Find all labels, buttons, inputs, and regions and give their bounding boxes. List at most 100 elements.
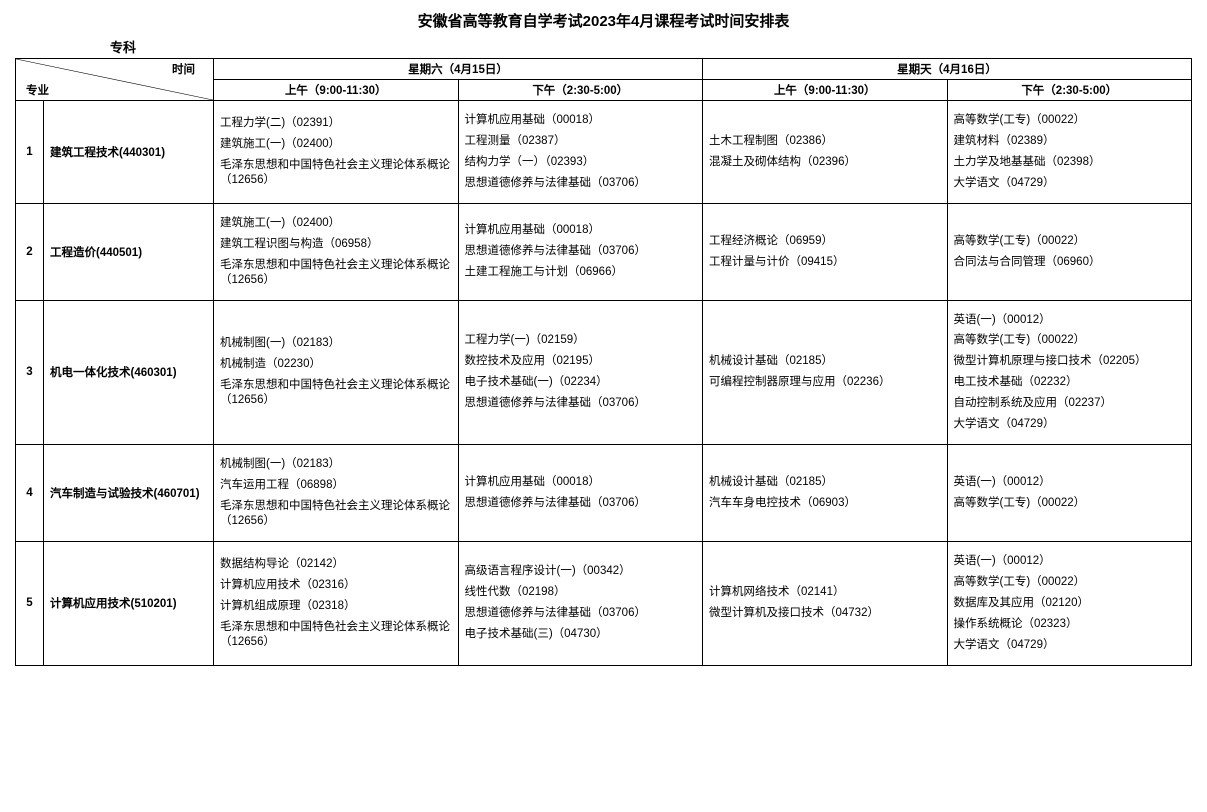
cell-d1-pm: 工程力学(一)（02159） 数控技术及应用（02195） 电子技术基础(一)（02… (458, 300, 703, 445)
course-line: 工程力学(二)（02391） (220, 116, 452, 131)
cell-d1-am: 数据结构导论（02142） 计算机应用技术（02316） 计算机组成原理（02318… (214, 541, 459, 665)
course-line: 操作系统概论（02323） (954, 617, 1186, 632)
course-line: 工程力学(一)（02159） (465, 333, 697, 348)
course-line: 自动控制系统及应用（02237） (954, 396, 1186, 411)
course-line: 高等数学(工专)（00022） (954, 496, 1186, 511)
course-line: 大学语文（04729） (954, 417, 1186, 432)
course-line: 英语(一)（00012） (954, 475, 1186, 490)
major-name: 机电一体化技术(460301) (44, 300, 214, 445)
course-line: 机械设计基础（02185） (709, 354, 941, 369)
diag-left-label: 专业 (26, 82, 49, 98)
course-line: 计算机应用技术（02316） (220, 578, 452, 593)
subtitle: 专科 (110, 37, 1192, 56)
course-line: 毛泽东思想和中国特色社会主义理论体系概论（12656） (220, 158, 452, 188)
course-line: 思想道德修养与法律基础（03706） (465, 396, 697, 411)
course-line: 计算机网络技术（02141） (709, 585, 941, 600)
schedule-table: 专业 时间 星期六（4月15日） 星期天（4月16日） 上午（9:00-11:3… (15, 58, 1192, 666)
course-line: 合同法与合同管理（06960） (954, 255, 1186, 270)
course-line: 大学语文（04729） (954, 638, 1186, 653)
course-line: 高等数学(工专)（00022） (954, 234, 1186, 249)
course-line: 计算机组成原理（02318） (220, 599, 452, 614)
course-line: 土木工程制图（02386） (709, 134, 941, 149)
row-index: 4 (16, 445, 44, 542)
course-line: 毛泽东思想和中国特色社会主义理论体系概论（12656） (220, 258, 452, 288)
cell-d2-pm: 英语(一)（00012） 高等数学(工专)（00022） 微型计算机原理与接口技术（… (947, 300, 1192, 445)
header-d2-am: 上午（9:00-11:30） (703, 80, 948, 101)
row-index: 5 (16, 541, 44, 665)
cell-d2-pm: 高等数学(工专)（00022） 合同法与合同管理（06960） (947, 203, 1192, 300)
page-title: 安徽省高等教育自学考试2023年4月课程考试时间安排表 (15, 10, 1192, 31)
course-line: 建筑施工(一)（02400） (220, 137, 452, 152)
course-line: 微型计算机及接口技术（04732） (709, 606, 941, 621)
cell-d2-am: 机械设计基础（02185） 汽车车身电控技术（06903） (703, 445, 948, 542)
major-name: 汽车制造与试验技术(460701) (44, 445, 214, 542)
course-line: 英语(一)（00012） (954, 554, 1186, 569)
course-line: 工程经济概论（06959） (709, 234, 941, 249)
course-line: 数控技术及应用（02195） (465, 354, 697, 369)
course-line: 毛泽东思想和中国特色社会主义理论体系概论（12656） (220, 378, 452, 408)
diag-right-label: 时间 (172, 61, 195, 77)
course-line: 机械制图(一)（02183） (220, 457, 452, 472)
course-line: 微型计算机原理与接口技术（02205） (954, 354, 1186, 369)
row-index: 2 (16, 203, 44, 300)
cell-d1-am: 工程力学(二)（02391） 建筑施工(一)（02400） 毛泽东思想和中国特色社会… (214, 101, 459, 204)
table-row: 4汽车制造与试验技术(460701) 机械制图(一)（02183） 汽车运用工程（0… (16, 445, 1192, 542)
course-line: 数据结构导论（02142） (220, 557, 452, 572)
course-line: 混凝土及砌体结构（02396） (709, 155, 941, 170)
course-line: 思想道德修养与法律基础（03706） (465, 176, 697, 191)
cell-d2-am: 机械设计基础（02185） 可编程控制器原理与应用（02236） (703, 300, 948, 445)
cell-d2-am: 土木工程制图（02386） 混凝土及砌体结构（02396） (703, 101, 948, 204)
course-line: 建筑材料（02389） (954, 134, 1186, 149)
header-diagonal: 专业 时间 (16, 59, 214, 101)
course-line: 电工技术基础（02232） (954, 375, 1186, 390)
table-row: 2工程造价(440501) 建筑施工(一)（02400） 建筑工程识图与构造（069… (16, 203, 1192, 300)
course-line: 电子技术基础(一)（02234） (465, 375, 697, 390)
course-line: 电子技术基础(三)（04730） (465, 627, 697, 642)
course-line: 工程计量与计价（09415） (709, 255, 941, 270)
course-line: 毛泽东思想和中国特色社会主义理论体系概论（12656） (220, 620, 452, 650)
course-line: 思想道德修养与法律基础（03706） (465, 496, 697, 511)
cell-d1-pm: 计算机应用基础（00018）思想道德修养与法律基础（03706）土建工程施工与计… (458, 203, 703, 300)
course-line: 思想道德修养与法律基础（03706） (465, 606, 697, 621)
header-d1-pm: 下午（2:30-5:00） (458, 80, 703, 101)
cell-d1-am: 机械制图(一)（02183） 机械制造（02230） 毛泽东思想和中国特色社会主义理… (214, 300, 459, 445)
major-name: 工程造价(440501) (44, 203, 214, 300)
course-line: 建筑施工(一)（02400） (220, 216, 452, 231)
cell-d1-pm: 高级语言程序设计(一)（00342） 线性代数（02198） 思想道德修养与法律基础… (458, 541, 703, 665)
cell-d1-am: 建筑施工(一)（02400） 建筑工程识图与构造（06958） 毛泽东思想和中国特色… (214, 203, 459, 300)
course-line: 可编程控制器原理与应用（02236） (709, 375, 941, 390)
course-line: 土力学及地基基础（02398） (954, 155, 1186, 170)
course-line: 高等数学(工专)（00022） (954, 333, 1186, 348)
course-line: 机械制图(一)（02183） (220, 336, 452, 351)
row-index: 3 (16, 300, 44, 445)
course-line: 汽车车身电控技术（06903） (709, 496, 941, 511)
course-line: 计算机应用基础（00018） (465, 475, 697, 490)
course-line: 计算机应用基础（00018） (465, 113, 697, 128)
cell-d2-pm: 英语(一)（00012） 高等数学(工专)（00022） (947, 445, 1192, 542)
table-row: 1建筑工程技术(440301)工程力学(二)（02391）建筑施工(一)（024… (16, 101, 1192, 204)
course-line: 大学语文（04729） (954, 176, 1186, 191)
header-day2: 星期天（4月16日） (703, 59, 1192, 80)
course-line: 英语(一)（00012） (954, 313, 1186, 328)
course-line: 工程测量（02387） (465, 134, 697, 149)
major-name: 计算机应用技术(510201) (44, 541, 214, 665)
cell-d1-pm: 计算机应用基础（00018） 思想道德修养与法律基础（03706） (458, 445, 703, 542)
header-d1-am: 上午（9:00-11:30） (214, 80, 459, 101)
course-line: 机械制造（02230） (220, 357, 452, 372)
header-day1: 星期六（4月15日） (214, 59, 703, 80)
course-line: 土建工程施工与计划（06966） (465, 265, 697, 280)
course-line: 高级语言程序设计(一)（00342） (465, 564, 697, 579)
course-line: 建筑工程识图与构造（06958） (220, 237, 452, 252)
cell-d2-pm: 英语(一)（00012） 高等数学(工专)（00022） 数据库及其应用（02120… (947, 541, 1192, 665)
cell-d2-am: 计算机网络技术（02141） 微型计算机及接口技术（04732） (703, 541, 948, 665)
cell-d1-am: 机械制图(一)（02183）汽车运用工程（06898）毛泽东思想和中国特色社会主… (214, 445, 459, 542)
course-line: 汽车运用工程（06898） (220, 478, 452, 493)
table-row: 3机电一体化技术(460301) 机械制图(一)（02183） 机械制造（02230… (16, 300, 1192, 445)
course-line: 高等数学(工专)（00022） (954, 575, 1186, 590)
course-line: 数据库及其应用（02120） (954, 596, 1186, 611)
course-line: 结构力学（一）（02393） (465, 155, 697, 170)
course-line: 思想道德修养与法律基础（03706） (465, 244, 697, 259)
course-line: 机械设计基础（02185） (709, 475, 941, 490)
row-index: 1 (16, 101, 44, 204)
course-line: 线性代数（02198） (465, 585, 697, 600)
